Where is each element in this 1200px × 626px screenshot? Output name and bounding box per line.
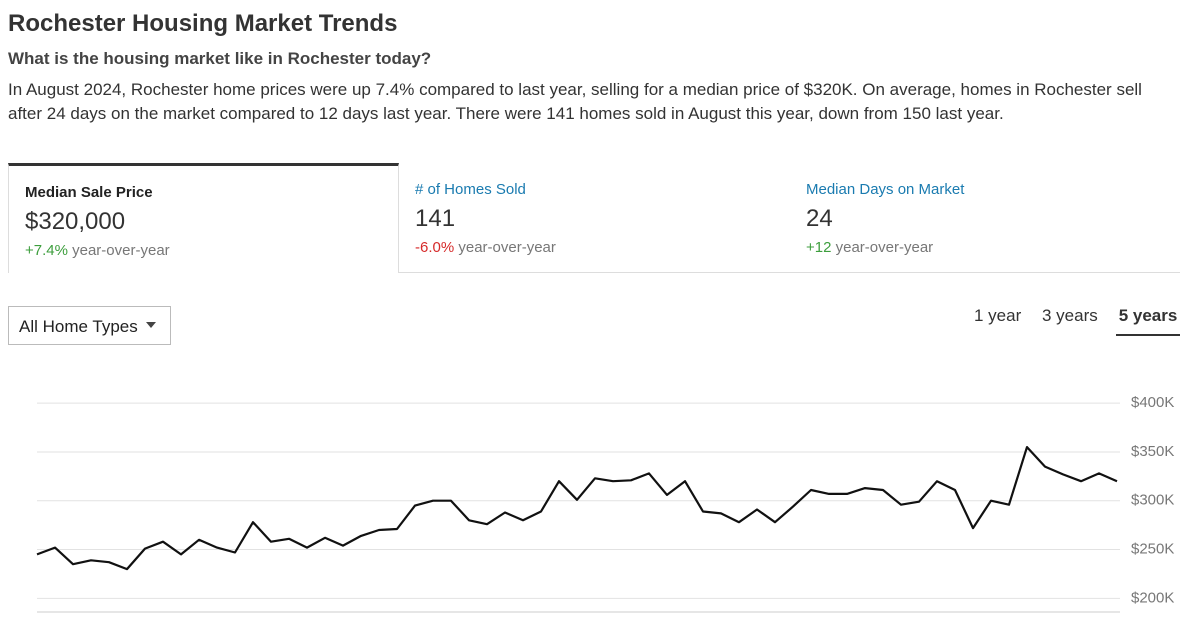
stat-suffix: year-over-year	[835, 239, 934, 256]
stat-tab[interactable]: # of Homes Sold 141 -6.0% year-over-year	[399, 163, 790, 273]
dropdown-label: All Home Types	[19, 317, 138, 336]
y-tick-label: $350K	[1131, 443, 1174, 460]
stat-suffix: year-over-year	[72, 242, 170, 259]
y-tick-label: $200K	[1131, 589, 1174, 606]
y-tick-label: $250K	[1131, 541, 1174, 558]
range-button[interactable]: 3 years	[1042, 306, 1098, 325]
price-line	[36, 446, 1118, 571]
y-tick-label: $300K	[1131, 492, 1174, 509]
range-button[interactable]: 5 years	[1116, 306, 1180, 336]
stat-change: -6.0%	[415, 239, 455, 256]
stat-label: Median Sale Price	[25, 184, 153, 201]
stat-value: $320,000	[25, 208, 126, 235]
stat-suffix: year-over-year	[458, 239, 556, 256]
chart: $200K $250K $300K $350K $400K	[36, 394, 1174, 613]
stat-tab[interactable]: Median Days on Market 24 +12 year-over-y…	[790, 163, 1180, 273]
stat-label: Median Days on Market	[806, 181, 965, 198]
dropdown-arrow	[146, 322, 156, 328]
stat-value: 141	[415, 205, 456, 232]
stat-change: +7.4%	[25, 242, 68, 259]
title: Rochester Housing Market Trends	[8, 10, 398, 37]
stat-value: 24	[806, 205, 833, 232]
y-tick-label: $400K	[1131, 394, 1174, 411]
summary: In August 2024, Rochester home prices we…	[8, 80, 1142, 123]
subtitle: What is the housing market like in Roche…	[8, 49, 432, 68]
home-type-dropdown[interactable]: All Home Types	[8, 306, 171, 345]
stat-tab[interactable]: Median Sale Price $320,000 +7.4% year-ov…	[8, 163, 399, 273]
stat-label: # of Homes Sold	[415, 181, 526, 198]
range-button[interactable]: 1 year	[974, 306, 1022, 325]
stat-change: +12	[806, 239, 832, 256]
